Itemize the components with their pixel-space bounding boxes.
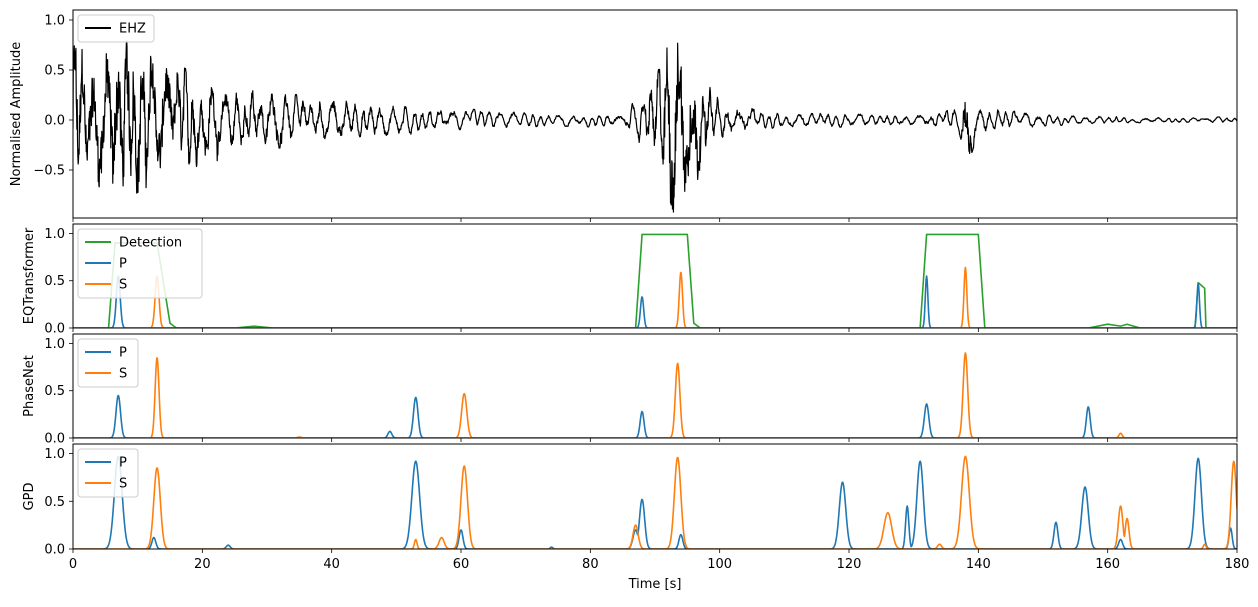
- series-line-detection: [73, 233, 1237, 328]
- legend: Detection PS: [77, 228, 203, 299]
- x-tick-label: 80: [582, 557, 599, 572]
- y-tick-label: 1.0: [44, 447, 65, 462]
- x-tick-label: 20: [194, 557, 211, 572]
- y-tick-label: 0.0: [44, 114, 65, 129]
- panel-waveform: −0.5 0.0 0.5 1.0 Normalised Amplitude EHZ: [9, 9, 1238, 222]
- panel-phasenet: 0.0 0.5 1.0 PhaseNet PS: [22, 333, 1238, 447]
- legend-label: Detection: [119, 236, 182, 251]
- x-tick-label: 100: [707, 557, 732, 572]
- x-tick-label: 180: [1225, 557, 1250, 572]
- x-tick-label: 40: [323, 557, 340, 572]
- y-tick-label: 1.0: [44, 227, 65, 242]
- x-axis-label: Time [s]: [628, 577, 682, 592]
- x-tick-label: 120: [837, 557, 862, 572]
- legend-label: P: [119, 257, 127, 272]
- legend-label: S: [119, 278, 127, 293]
- plot-area: [73, 455, 1237, 549]
- legend-box: [77, 228, 203, 299]
- series-line-p: [73, 275, 1237, 328]
- y-tick-label: 0.5: [44, 274, 65, 289]
- y-axis-label: PhaseNet: [22, 355, 37, 417]
- y-axis-label: Normalised Amplitude: [9, 42, 24, 186]
- legend-box: [77, 14, 155, 43]
- legend: PS: [77, 338, 139, 388]
- legend-label: EHZ: [119, 22, 146, 37]
- legend: PS: [77, 448, 139, 498]
- plot-area: [73, 233, 1237, 328]
- y-tick-label: 0.0: [44, 322, 65, 337]
- x-tick-label: 0: [69, 557, 77, 572]
- y-tick-label: 0.0: [44, 543, 65, 558]
- legend-box: [77, 448, 139, 498]
- x-tick-label: 160: [1095, 557, 1120, 572]
- y-tick-label: 0.5: [44, 64, 65, 79]
- legend-label: P: [119, 456, 127, 471]
- y-axis-label: GPD: [22, 483, 37, 511]
- legend-label: P: [119, 346, 127, 361]
- axes-frame: [72, 333, 1238, 439]
- series-line-p: [73, 394, 1237, 438]
- panel-eqtransformer: 0.0 0.5 1.0 EQTransformer Detection PS: [22, 223, 1238, 337]
- y-tick-label: 1.0: [44, 14, 65, 29]
- legend-box: [77, 338, 139, 388]
- axes-frame: [72, 443, 1238, 550]
- x-tick-label: 60: [453, 557, 470, 572]
- series-line-ehz: [73, 40, 1237, 213]
- y-tick-label: −0.5: [33, 164, 65, 179]
- y-tick-label: 1.0: [44, 337, 65, 352]
- axes-frame: [72, 9, 1238, 219]
- y-tick-label: 0.0: [44, 432, 65, 447]
- legend-label: S: [119, 477, 127, 492]
- legend-label: S: [119, 367, 127, 382]
- y-tick-label: 0.5: [44, 495, 65, 510]
- y-tick-label: 0.5: [44, 384, 65, 399]
- y-axis-label: EQTransformer: [22, 227, 37, 324]
- plot-area: [73, 40, 1237, 213]
- axes-frame: [72, 223, 1238, 329]
- plot-area: [73, 352, 1237, 438]
- panel-gpd: 0.0 0.5 1.0 GPD 0 20 40 60 80 100 120 140 160 180 Time…: [22, 443, 1250, 592]
- legend: EHZ: [77, 14, 155, 43]
- series-line-s: [73, 352, 1237, 438]
- series-line-p: [73, 455, 1237, 549]
- x-tick-label: 140: [966, 557, 991, 572]
- series-line-s: [73, 455, 1237, 549]
- series-line-s: [73, 266, 1237, 328]
